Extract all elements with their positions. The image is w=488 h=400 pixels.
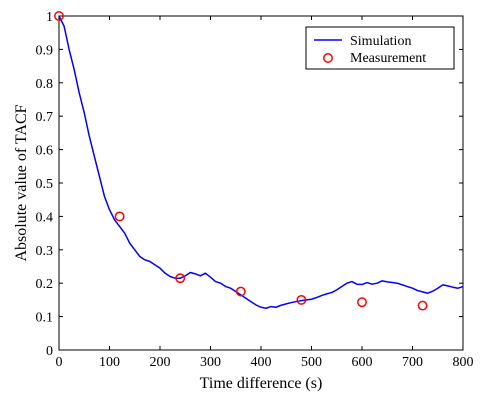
y-tick-label: 0.7 [36, 110, 54, 125]
measurement-point [417, 300, 428, 311]
y-tick-label: 0.6 [36, 144, 54, 159]
measurement-point [296, 294, 307, 305]
legend-measurement-swatch [323, 53, 333, 63]
measurement-point [175, 273, 186, 284]
series-layer [54, 11, 464, 311]
y-tick-label: 0.8 [36, 77, 54, 92]
x-tick-label: 100 [99, 355, 120, 370]
measurement-point [114, 211, 125, 222]
y-axis-label: Absolute value of TACF [13, 104, 30, 261]
y-tick-label: 0.9 [36, 43, 54, 58]
legend-measurement-label: Measurement [350, 51, 426, 66]
y-tick-label: 0 [46, 344, 53, 359]
measurement-point [54, 11, 64, 21]
y-tick-label: 0.3 [36, 244, 54, 259]
y-tick-label: 0.4 [36, 210, 54, 225]
x-tick-label: 400 [251, 355, 272, 370]
x-tick-label: 800 [453, 355, 474, 370]
x-axis-ticks: 0 100 200 300 400 500 600 700 800 [56, 16, 474, 370]
x-tick-label: 0 [56, 355, 63, 370]
x-axis-label: Time difference (s) [200, 375, 323, 392]
y-tick-label: 0.1 [36, 311, 54, 326]
measurement-point [357, 297, 367, 308]
legend-simulation-label: Simulation [350, 34, 411, 49]
y-axis-ticks: 0 0.1 0.2 0.3 0.4 0.5 0.6 0.7 0.8 0.9 1 [36, 10, 463, 359]
legend: Simulation Measurement [305, 26, 455, 70]
measurement-point [235, 286, 246, 297]
x-tick-label: 500 [301, 355, 322, 370]
x-tick-label: 600 [352, 355, 373, 370]
y-tick-label: 1 [46, 10, 53, 25]
x-tick-label: 700 [402, 355, 423, 370]
x-tick-label: 200 [150, 355, 171, 370]
y-tick-label: 0.2 [36, 277, 54, 292]
y-tick-label: 0.5 [36, 177, 54, 192]
simulation-series-line [58, 15, 464, 309]
x-tick-label: 300 [200, 355, 221, 370]
